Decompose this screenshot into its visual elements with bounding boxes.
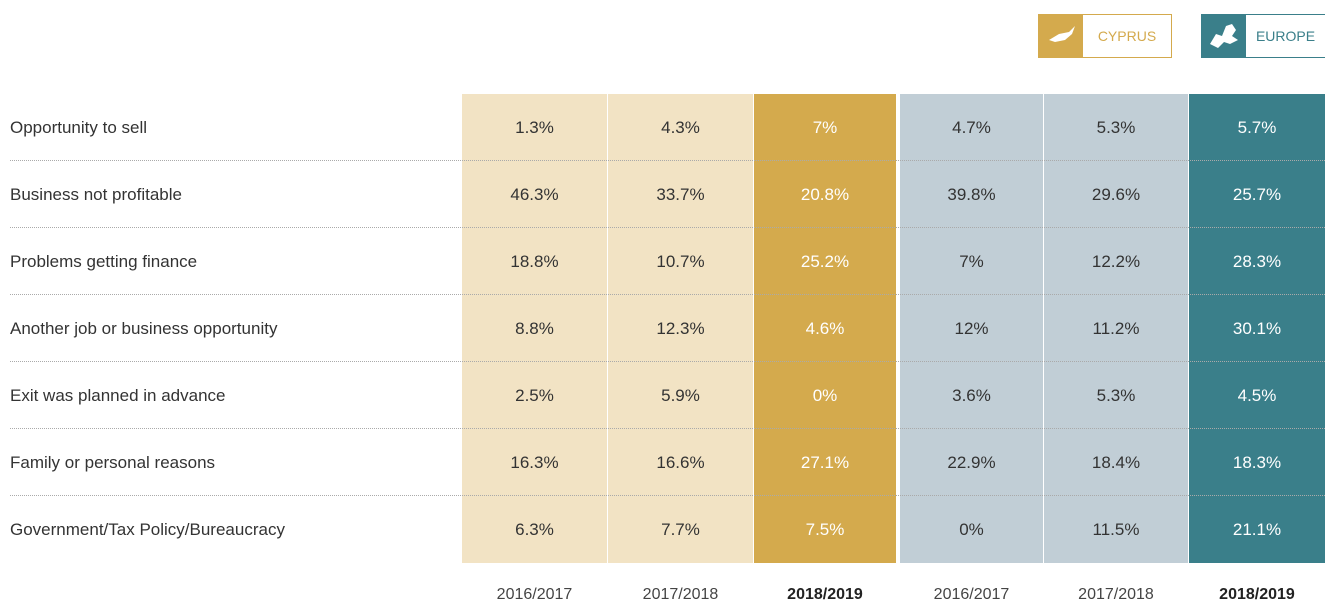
cell: 4.7% [952, 117, 991, 137]
cell: 25.2% [800, 251, 850, 271]
row-label: Another job or business opportunity [10, 318, 278, 338]
cell: 16.3% [510, 452, 559, 472]
cell: 2.5% [515, 385, 554, 405]
cell: 6.3% [515, 519, 554, 539]
row-label: Family or personal reasons [10, 452, 216, 472]
legend-label: EUROPE [1255, 28, 1316, 44]
cell: 7% [812, 117, 838, 137]
cyprus-icon [1039, 14, 1083, 58]
row-label: Exit was planned in advance [10, 385, 226, 405]
cell: 33.7% [656, 184, 705, 204]
cell: 12.3% [656, 318, 705, 338]
cell: 0% [812, 385, 838, 405]
column-bg [900, 94, 1043, 563]
cell: 21.1% [1232, 519, 1282, 539]
row-separator [10, 428, 1325, 429]
cell: 28.3% [1232, 251, 1282, 271]
column-bg [1189, 94, 1325, 563]
cell: 16.6% [656, 452, 705, 472]
cell: 18.3% [1232, 452, 1282, 472]
column-header: 2017/2018 [1078, 586, 1154, 603]
cell: 4.6% [805, 318, 845, 338]
column-bg [1044, 94, 1188, 563]
row-separator [10, 294, 1325, 295]
column-header: 2016/2017 [496, 586, 573, 603]
column-bg [754, 94, 896, 563]
cell: 8.8% [515, 318, 554, 338]
cell: 11.5% [1092, 519, 1140, 539]
row-separator [10, 160, 1325, 161]
cell: 5.9% [661, 385, 700, 405]
cell: 39.8% [947, 184, 996, 204]
column-bg [462, 94, 607, 563]
column-header: 2017/2018 [642, 586, 719, 603]
column-header: 2018/2019 [1219, 586, 1295, 603]
cell: 5.3% [1096, 385, 1136, 405]
cell: 12.2% [1091, 251, 1141, 271]
cell: 7.5% [805, 519, 845, 539]
column-header: 2016/2017 [933, 586, 1010, 603]
cell: 10.7% [656, 251, 705, 271]
cell: 0% [959, 519, 984, 539]
cell: 29.6% [1091, 184, 1141, 204]
cell: 1.3% [515, 117, 554, 137]
row-label: Problems getting finance [10, 251, 198, 271]
cell: 22.9% [947, 452, 996, 472]
row-separator [10, 227, 1325, 228]
cell: 3.6% [952, 385, 991, 405]
cell: 46.3% [510, 184, 559, 204]
cell: 18.4% [1091, 452, 1141, 472]
row-label: Business not profitable [10, 184, 182, 204]
column-bg [608, 94, 753, 563]
cell: 18.8% [510, 251, 559, 271]
column-header: 2018/2019 [787, 586, 863, 603]
legend-europe: EUROPE [1201, 14, 1325, 58]
cell: 5.3% [1096, 117, 1136, 137]
legend-label: CYPRUS [1097, 28, 1157, 44]
cell: 25.7% [1232, 184, 1282, 204]
legend-cyprus: CYPRUS [1038, 14, 1172, 58]
cell: 11.2% [1092, 318, 1140, 338]
row-separator [10, 495, 1325, 496]
cell: 27.1% [800, 452, 850, 472]
cell: 30.1% [1232, 318, 1282, 338]
cell: 4.3% [661, 117, 700, 137]
cell: 7% [959, 251, 984, 271]
cell: 20.8% [800, 184, 850, 204]
cell: 5.7% [1237, 117, 1277, 137]
row-label: Opportunity to sell [10, 117, 148, 137]
cell: 4.5% [1237, 385, 1277, 405]
europe-icon [1202, 14, 1246, 58]
row-label: Government/Tax Policy/Bureaucracy [10, 519, 285, 539]
cell: 7.7% [661, 519, 700, 539]
row-separator [10, 361, 1325, 362]
cell: 12% [954, 318, 989, 338]
